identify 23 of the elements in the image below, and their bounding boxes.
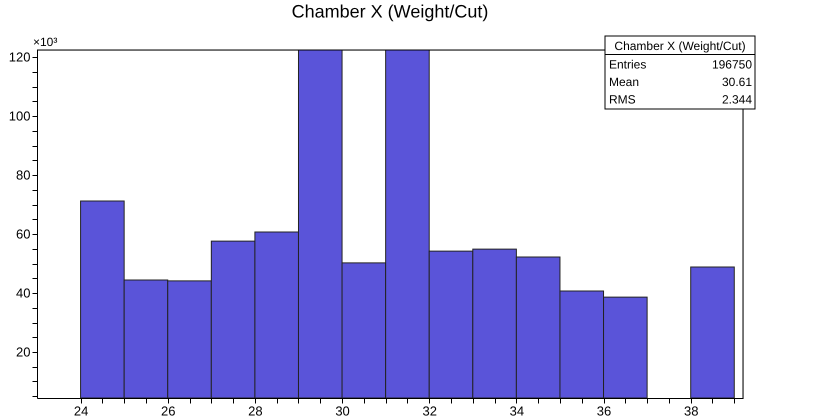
annotation: Entries xyxy=(609,57,646,72)
y-tick-label: 100 xyxy=(8,108,30,124)
x-tick-label: 30 xyxy=(335,404,350,417)
y-tick-label: 40 xyxy=(16,286,30,301)
annotation: 2.344 xyxy=(722,92,752,106)
annotation: 30.61 xyxy=(722,74,752,89)
annotation: Chamber X (Weight/Cut) xyxy=(614,38,746,53)
x-tick-label: 26 xyxy=(161,404,176,417)
x-tick-label: 36 xyxy=(596,404,612,417)
x-tick-label: 34 xyxy=(510,404,524,417)
y-tick-label: 80 xyxy=(16,168,30,183)
annotation: 196750 xyxy=(712,57,752,72)
x-tick-label: 32 xyxy=(422,404,437,417)
annotation: Mean xyxy=(609,74,640,89)
y-tick-label: 20 xyxy=(16,344,30,360)
x-tick-label: 24 xyxy=(74,404,88,417)
x-tick-label: 38 xyxy=(684,404,698,417)
y-tick-label: 60 xyxy=(16,226,30,242)
y-tick-label: 120 xyxy=(8,50,30,65)
text: ×10³ xyxy=(33,35,58,49)
annotation: RMS xyxy=(609,92,636,106)
x-tick-label: 28 xyxy=(248,404,263,417)
chart-title: Chamber X (Weight/Cut) xyxy=(292,2,488,22)
